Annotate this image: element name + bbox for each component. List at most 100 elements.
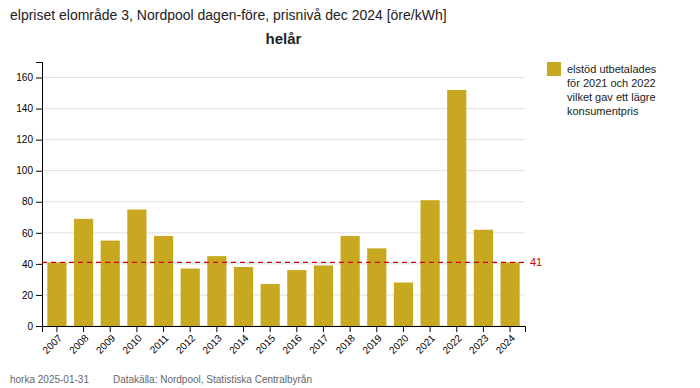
bar bbox=[314, 265, 333, 326]
bar bbox=[154, 236, 173, 326]
x-tick-label: 2022 bbox=[440, 332, 464, 356]
subtitle: helår bbox=[266, 30, 302, 47]
y-tick-label: 140 bbox=[16, 103, 33, 114]
legend-label-line: för 2021 och 2022 bbox=[567, 77, 656, 89]
bar bbox=[234, 267, 253, 326]
x-tick-mark bbox=[403, 326, 404, 332]
marks bbox=[42, 90, 525, 326]
footer: Datakälla: Nordpool, Statistiska Central… bbox=[113, 374, 312, 385]
x-tick: 2010 bbox=[120, 326, 144, 356]
x-tick: 2019 bbox=[360, 326, 384, 356]
legend-label-line: vilket gav ett lägre bbox=[567, 91, 656, 103]
legend-label: elstöd utbetalades för 2021 och 2022 vilke… bbox=[567, 63, 657, 117]
y-tick-mark bbox=[36, 295, 42, 296]
y-tick-label: 20 bbox=[22, 290, 34, 301]
x-tick: 2013 bbox=[200, 326, 224, 356]
x-tick-mark bbox=[163, 326, 164, 332]
bar bbox=[287, 270, 306, 326]
grid-line bbox=[42, 77, 525, 78]
x-tick: 2012 bbox=[174, 326, 198, 356]
y-tick-mark bbox=[36, 233, 42, 234]
bar bbox=[474, 230, 493, 326]
x-tick: 2020 bbox=[387, 326, 411, 356]
x-tick-mark bbox=[216, 326, 217, 332]
x-axis-line bbox=[43, 327, 526, 333]
bar bbox=[500, 262, 519, 326]
bar bbox=[341, 236, 360, 326]
chart: elpriset elområde 3, Nordpool dagen-före… bbox=[0, 0, 700, 388]
y-tick-mark bbox=[36, 171, 42, 172]
y-tick: 160 bbox=[16, 72, 42, 83]
y-tick: 40 bbox=[22, 259, 42, 270]
y-tick-mark bbox=[36, 109, 42, 110]
y-tick-label: 160 bbox=[16, 72, 33, 83]
legend-item: elstöd utbetalades för 2021 och 2022 vilke… bbox=[547, 62, 657, 117]
legend-label-line: konsumentpris bbox=[567, 105, 639, 117]
title: elpriset elområde 3, Nordpool dagen-före… bbox=[10, 7, 447, 23]
bar bbox=[207, 256, 226, 326]
bar bbox=[447, 90, 466, 326]
x-tick-mark bbox=[243, 326, 244, 332]
y-tick: 60 bbox=[22, 228, 42, 239]
y-axis-line bbox=[36, 63, 43, 327]
legend: elstöd utbetalades för 2021 och 2022 vilke… bbox=[547, 62, 657, 117]
reference-line bbox=[42, 262, 525, 263]
y-tick-mark bbox=[36, 140, 42, 141]
reference-label: 41 bbox=[530, 256, 542, 268]
x-tick: 2022 bbox=[440, 326, 464, 356]
y-tick: 80 bbox=[22, 196, 42, 207]
x-tick-label: 2009 bbox=[94, 332, 118, 356]
y-tick: 100 bbox=[16, 165, 42, 176]
x-tick: 2024 bbox=[494, 326, 518, 356]
bar bbox=[181, 269, 200, 326]
x-tick-mark bbox=[350, 326, 351, 332]
y-tick-label: 0 bbox=[27, 321, 33, 332]
x-tick-mark bbox=[323, 326, 324, 332]
x-tick-label: 2020 bbox=[387, 332, 411, 356]
x-tick: 2007 bbox=[40, 326, 64, 356]
x-tick: 2023 bbox=[467, 326, 491, 356]
y-axis: 0 20 40 60 80 100 120 140 160 bbox=[16, 63, 42, 332]
x-tick-label: 2024 bbox=[494, 332, 518, 356]
y-tick-label: 60 bbox=[22, 228, 34, 239]
bar bbox=[394, 283, 413, 326]
grid bbox=[42, 78, 525, 326]
x-tick-label: 2007 bbox=[40, 332, 64, 356]
x-tick-mark bbox=[510, 326, 511, 332]
x-tick: 2015 bbox=[254, 326, 278, 356]
x-tick: 2018 bbox=[334, 326, 358, 356]
x-tick: 2017 bbox=[307, 326, 331, 356]
y-tick: 120 bbox=[16, 134, 42, 145]
x-tick-label: 2008 bbox=[67, 332, 91, 356]
bar bbox=[127, 210, 146, 326]
x-tick-mark bbox=[376, 326, 377, 332]
x-tick-mark bbox=[83, 326, 84, 332]
x-tick-mark bbox=[136, 326, 137, 332]
x-tick-label: 2017 bbox=[307, 332, 331, 356]
x-tick-mark bbox=[456, 326, 457, 332]
y-tick-label: 40 bbox=[22, 259, 34, 270]
x-tick-mark bbox=[56, 326, 57, 332]
y-tick-mark bbox=[36, 264, 42, 265]
plot: 0204060801001201401602007200820092010201… bbox=[16, 63, 542, 356]
y-tick-mark bbox=[36, 326, 42, 327]
x-axis: 2007200820092010201120122013201420152016… bbox=[40, 326, 525, 356]
x-tick-label: 2013 bbox=[200, 332, 224, 356]
bar bbox=[261, 284, 280, 326]
x-tick-label: 2010 bbox=[120, 332, 144, 356]
footer: horka 2025-01-31 bbox=[10, 374, 89, 385]
x-tick: 2009 bbox=[94, 326, 118, 356]
x-tick: 2016 bbox=[280, 326, 304, 356]
bar bbox=[74, 219, 93, 326]
y-tick: 140 bbox=[16, 103, 42, 114]
x-tick-label: 2012 bbox=[174, 332, 198, 356]
y-tick-label: 100 bbox=[16, 165, 33, 176]
x-tick-label: 2014 bbox=[227, 332, 251, 356]
bar-series bbox=[47, 90, 519, 326]
bar bbox=[101, 241, 120, 326]
y-tick-mark bbox=[36, 78, 42, 79]
x-tick-label: 2016 bbox=[280, 332, 304, 356]
legend-label-line: elstöd utbetalades bbox=[567, 63, 657, 75]
y-tick-label: 120 bbox=[16, 134, 33, 145]
y-tick-label: 80 bbox=[22, 196, 34, 207]
